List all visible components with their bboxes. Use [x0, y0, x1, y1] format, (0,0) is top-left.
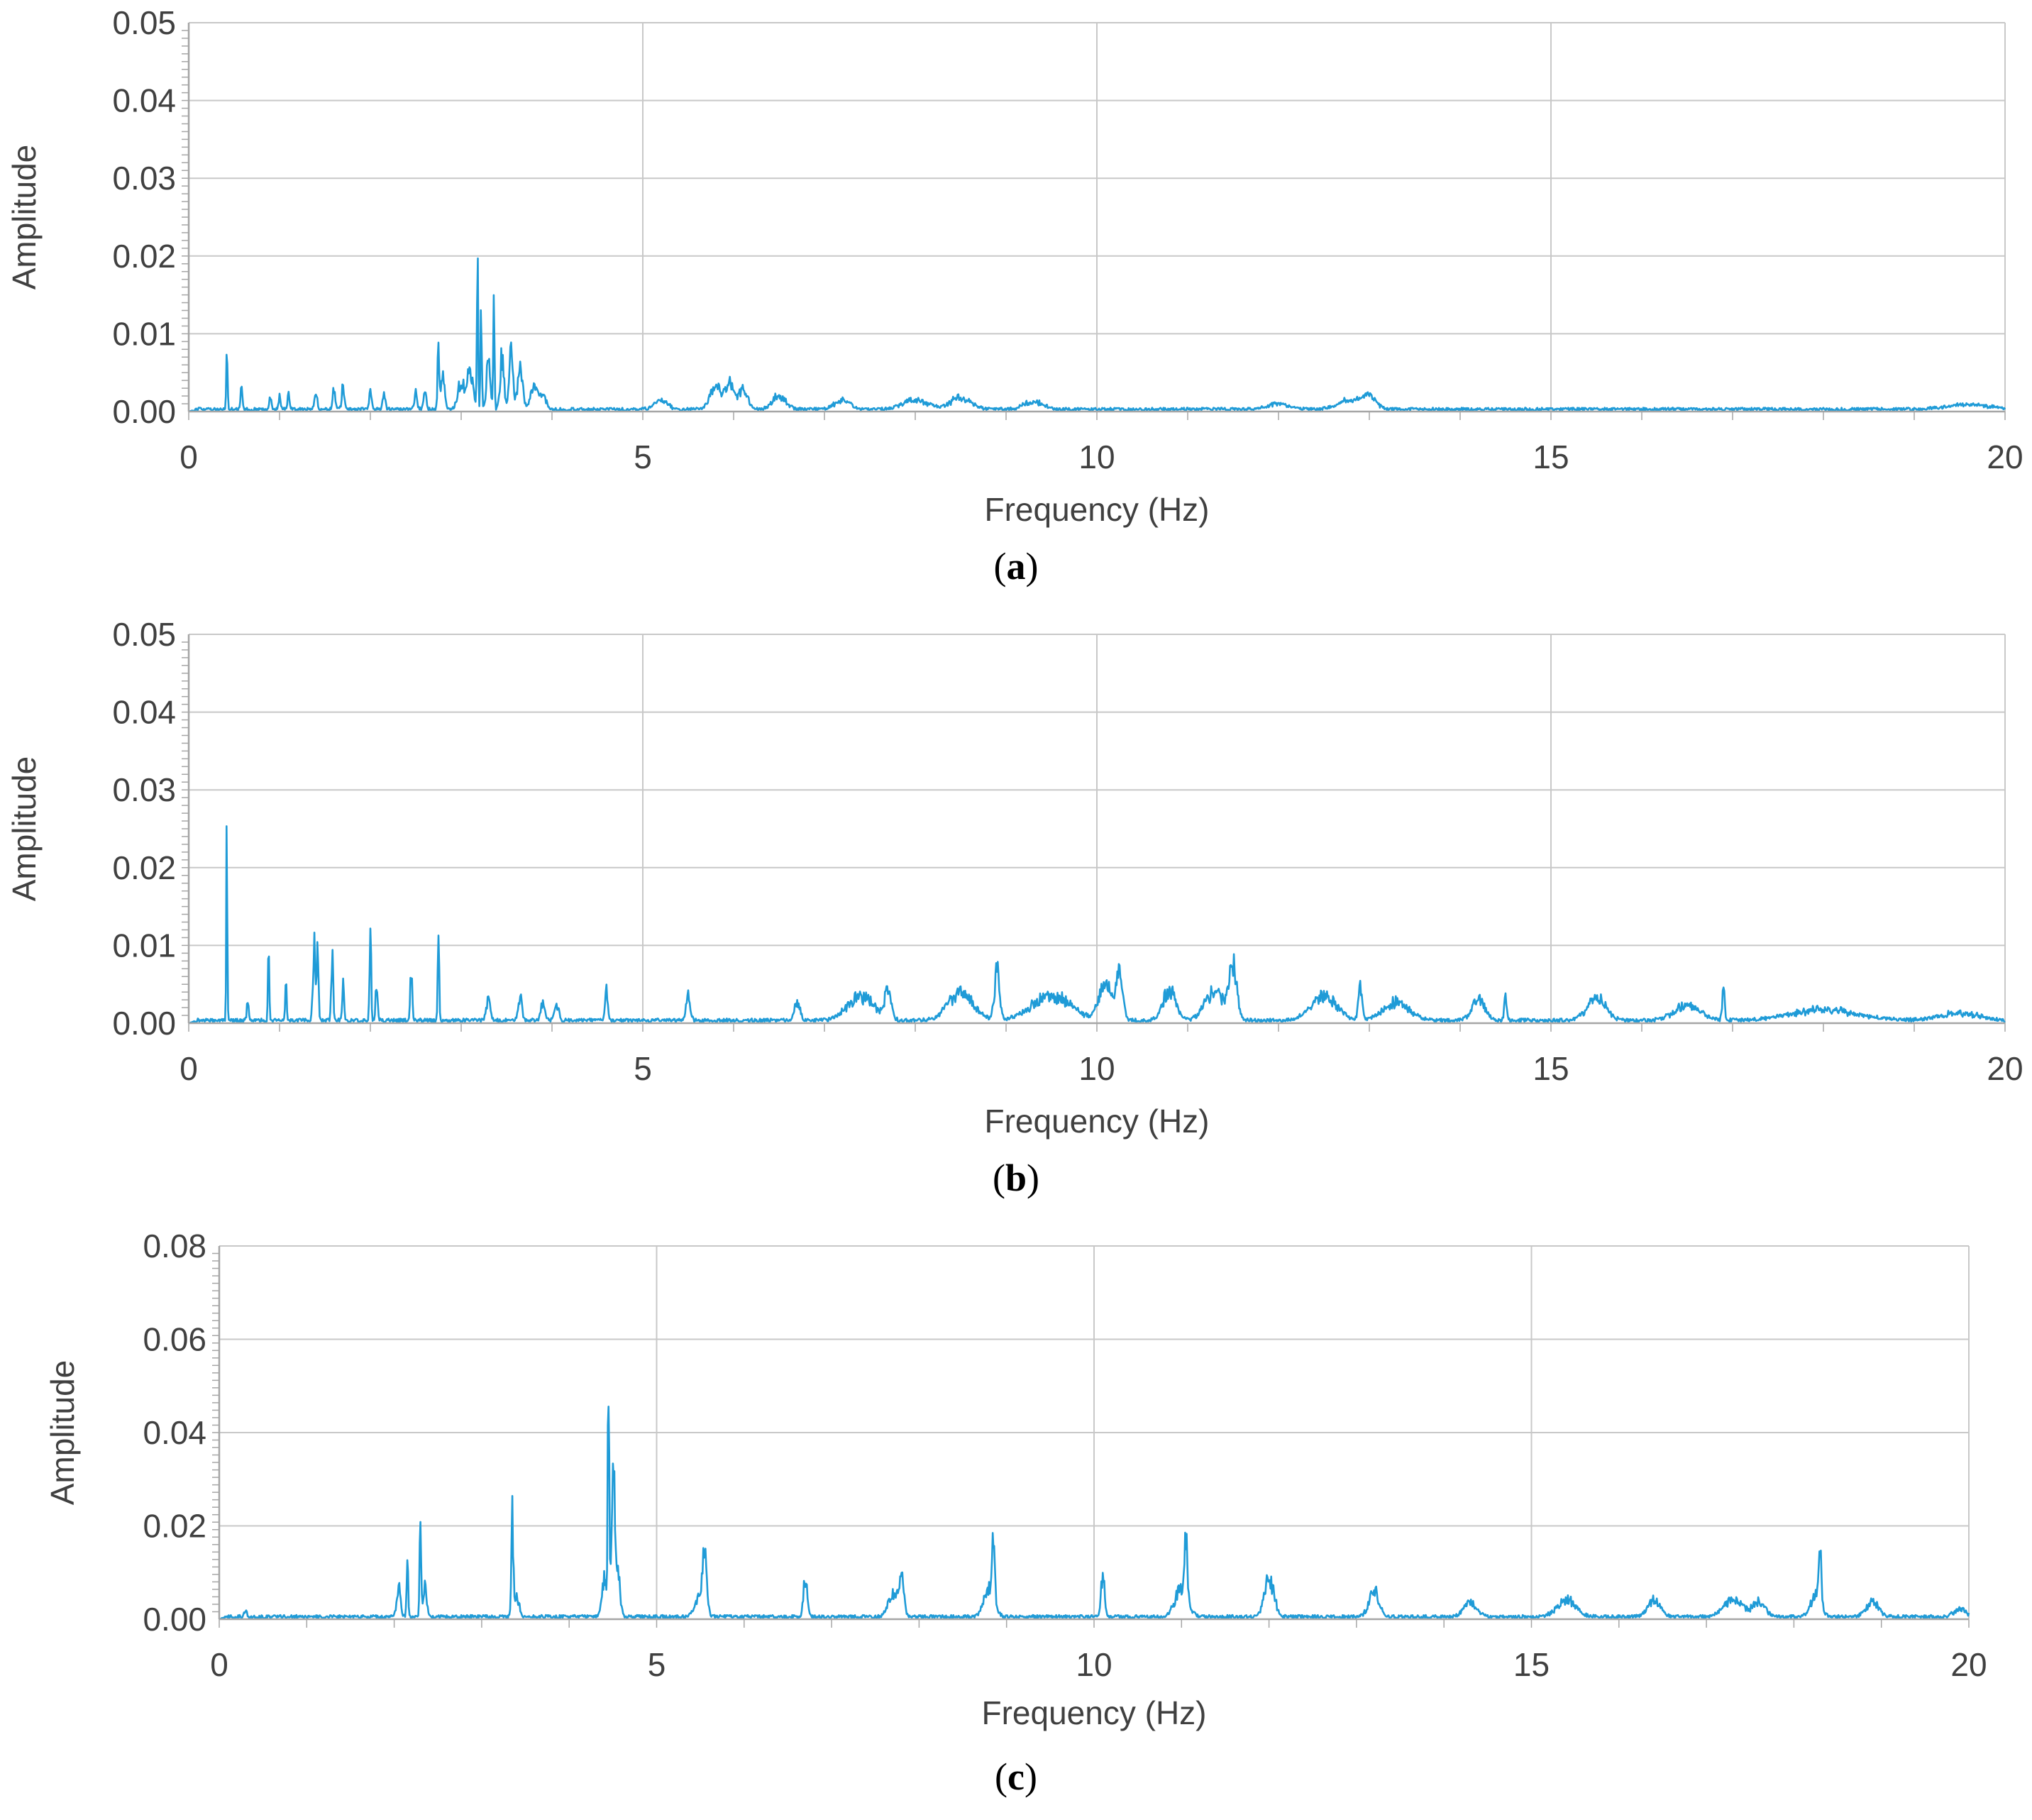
x-tick-label: 20 — [1950, 1646, 1987, 1683]
y-tick-label: 0.03 — [112, 771, 176, 808]
x-tick-label: 0 — [210, 1646, 228, 1683]
y-tick-label: 0.05 — [112, 4, 176, 41]
y-tick-label: 0.01 — [112, 927, 176, 964]
panel-a-x-axis-title: Frequency (Hz) — [985, 491, 1210, 528]
panel-b-x-axis-title: Frequency (Hz) — [985, 1103, 1210, 1140]
panel-a-y-axis-title: Amplitude — [6, 145, 43, 290]
y-tick-label: 0.04 — [143, 1414, 206, 1451]
panel-b-series-line — [188, 825, 2006, 1025]
panel-b-caption: (b) — [993, 1157, 1039, 1199]
x-tick-label: 15 — [1513, 1646, 1550, 1683]
y-tick-label: 0.00 — [112, 1005, 176, 1042]
x-tick-label: 0 — [180, 439, 198, 475]
x-tick-label: 10 — [1078, 439, 1115, 475]
panel-c-x-axis-title: Frequency (Hz) — [982, 1694, 1207, 1731]
panel-a: 0 5 10 15 20 0.00 0.01 0.02 0.03 0.04 0.… — [6, 4, 2023, 588]
panel-c-minor-ticks — [212, 1252, 1970, 1628]
y-tick-label: 0.06 — [143, 1321, 206, 1358]
y-tick-label: 0.01 — [112, 315, 176, 352]
panel-a-minor-ticks — [182, 30, 2006, 420]
x-tick-label: 10 — [1076, 1646, 1112, 1683]
panel-b-y-axis-title: Amplitude — [6, 756, 43, 902]
panel-b-x-tick-labels: 0 5 10 15 20 — [180, 1050, 2023, 1087]
x-tick-label: 15 — [1533, 439, 1569, 475]
panel-a-caption: (a) — [994, 545, 1039, 588]
panel-c-y-axis-title: Amplitude — [44, 1360, 81, 1506]
y-tick-label: 0.02 — [112, 849, 176, 886]
panel-a-series-line — [188, 257, 2006, 413]
panel-c-y-tick-labels: 0.00 0.02 0.04 0.06 0.08 — [143, 1228, 206, 1638]
x-tick-label: 5 — [648, 1646, 666, 1683]
x-tick-label: 20 — [1987, 439, 2023, 475]
panel-b: 0 5 10 15 20 0.00 0.01 0.02 0.03 0.04 0.… — [6, 616, 2023, 1199]
x-tick-label: 5 — [634, 1050, 652, 1087]
panel-c-x-tick-labels: 0 5 10 15 20 — [210, 1646, 1987, 1683]
y-tick-label: 0.04 — [112, 694, 176, 731]
y-tick-label: 0.00 — [143, 1601, 206, 1638]
panel-b-grid — [189, 634, 2006, 1023]
panel-a-y-tick-labels: 0.00 0.01 0.02 0.03 0.04 0.05 — [112, 4, 176, 430]
y-tick-label: 0.05 — [112, 616, 176, 653]
y-tick-label: 0.03 — [112, 160, 176, 197]
y-tick-label: 0.04 — [112, 82, 176, 119]
panel-a-x-tick-labels: 0 5 10 15 20 — [180, 439, 2023, 475]
y-tick-label: 0.02 — [143, 1508, 206, 1545]
y-tick-label: 0.02 — [112, 238, 176, 275]
x-tick-label: 10 — [1078, 1050, 1115, 1087]
x-tick-label: 20 — [1987, 1050, 2023, 1087]
panel-c-caption: (c) — [995, 1755, 1037, 1798]
x-tick-label: 5 — [634, 439, 652, 475]
panel-c-series-line — [219, 1406, 1970, 1621]
panel-a-grid — [189, 22, 2006, 412]
x-tick-label: 15 — [1533, 1050, 1569, 1087]
panel-c-grid — [219, 1245, 1970, 1619]
y-tick-label: 0.00 — [112, 393, 176, 430]
panel-b-minor-ticks — [182, 641, 2006, 1032]
panel-b-y-tick-labels: 0.00 0.01 0.02 0.03 0.04 0.05 — [112, 616, 176, 1042]
y-tick-label: 0.08 — [143, 1228, 206, 1264]
x-tick-label: 0 — [180, 1050, 198, 1087]
panel-c: 0 5 10 15 20 0.00 0.02 0.04 0.06 0.08 Fr… — [44, 1228, 1987, 1798]
